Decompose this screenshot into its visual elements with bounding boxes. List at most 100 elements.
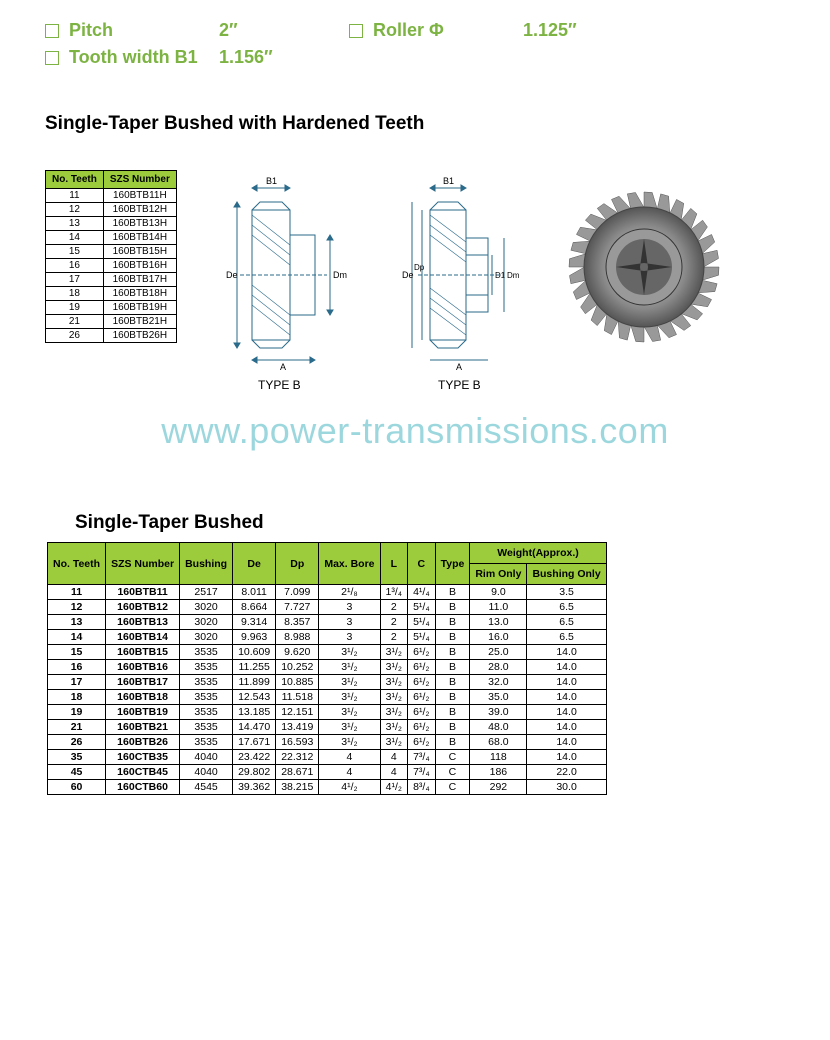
table-cell: 6¹/₂ bbox=[408, 720, 436, 735]
table-cell: 160BTB21H bbox=[103, 315, 176, 329]
table-cell: 3535 bbox=[180, 720, 233, 735]
table-cell: 160BTB18 bbox=[106, 690, 180, 705]
table-cell: 4040 bbox=[180, 750, 233, 765]
th-c: C bbox=[408, 543, 436, 585]
diagram-row: No. Teeth SZS Number 11160BTB11H12160BTB… bbox=[45, 170, 785, 392]
checkbox-icon bbox=[45, 51, 59, 65]
table-cell: 4¹/₂ bbox=[380, 780, 408, 795]
table-row: 15160BTB15H bbox=[46, 245, 177, 259]
table-cell: 11.899 bbox=[233, 675, 276, 690]
spec-pitch: Pitch 2″ bbox=[45, 20, 289, 41]
table-row: 19160BTB19353513.18512.1513¹/₂3¹/₂6¹/₂B3… bbox=[48, 705, 607, 720]
table-cell: 32.0 bbox=[470, 675, 527, 690]
table-cell: 2 bbox=[380, 630, 408, 645]
table-cell: 6.5 bbox=[527, 630, 606, 645]
table-cell: B bbox=[435, 675, 470, 690]
table-cell: 6¹/₂ bbox=[408, 660, 436, 675]
table-cell: 3535 bbox=[180, 690, 233, 705]
table-cell: 4040 bbox=[180, 765, 233, 780]
table-cell: 160BTB15H bbox=[103, 245, 176, 259]
th-no-teeth: No. Teeth bbox=[48, 543, 106, 585]
table-cell: B bbox=[435, 705, 470, 720]
table-cell: 186 bbox=[470, 765, 527, 780]
table-cell: 9.0 bbox=[470, 585, 527, 600]
th-no-teeth: No. Teeth bbox=[46, 171, 104, 189]
th-max-bore: Max. Bore bbox=[319, 543, 380, 585]
table-cell: 12.543 bbox=[233, 690, 276, 705]
table-cell: 160BTB13H bbox=[103, 217, 176, 231]
table-row: 14160BTB1430209.9638.988325¹/₄B16.06.5 bbox=[48, 630, 607, 645]
table-cell: 26 bbox=[48, 735, 106, 750]
table-cell: C bbox=[435, 750, 470, 765]
section-title-2: Single-Taper Bushed bbox=[75, 512, 785, 534]
table-cell: 8.011 bbox=[233, 585, 276, 600]
table-cell: 160BTB11 bbox=[106, 585, 180, 600]
table-row: 17160BTB17353511.89910.8853¹/₂3¹/₂6¹/₂B3… bbox=[48, 675, 607, 690]
table-cell: 6¹/₂ bbox=[408, 735, 436, 750]
table-cell: B bbox=[435, 645, 470, 660]
table-cell: 16 bbox=[46, 259, 104, 273]
table-row: 15160BTB15353510.6099.6203¹/₂3¹/₂6¹/₂B25… bbox=[48, 645, 607, 660]
table-cell: 22.312 bbox=[276, 750, 319, 765]
table-row: 11160BTB1125178.0117.0992¹/₈1³/₄4¹/₄B9.0… bbox=[48, 585, 607, 600]
table-cell: 3¹/₂ bbox=[319, 675, 380, 690]
table-cell: 160BTB12H bbox=[103, 203, 176, 217]
table-cell: 8³/₄ bbox=[408, 780, 436, 795]
table-cell: 4545 bbox=[180, 780, 233, 795]
table-cell: 45 bbox=[48, 765, 106, 780]
table-cell: 14 bbox=[48, 630, 106, 645]
table-cell: 160BTB14 bbox=[106, 630, 180, 645]
table-cell: 30.0 bbox=[527, 780, 606, 795]
table-cell: 14.0 bbox=[527, 660, 606, 675]
table-cell: 39.362 bbox=[233, 780, 276, 795]
table-cell: 14.0 bbox=[527, 675, 606, 690]
table-cell: 160BTB11H bbox=[103, 189, 176, 203]
table-cell: 11 bbox=[48, 585, 106, 600]
table-cell: 9.963 bbox=[233, 630, 276, 645]
table-cell: 160BTB21 bbox=[106, 720, 180, 735]
table-cell: B bbox=[435, 690, 470, 705]
table-cell: 28.0 bbox=[470, 660, 527, 675]
table-cell: 4 bbox=[319, 765, 380, 780]
table-cell: 3¹/₂ bbox=[380, 660, 408, 675]
table-cell: 11 bbox=[46, 189, 104, 203]
table-cell: 8.664 bbox=[233, 600, 276, 615]
sprocket-photo-icon bbox=[562, 185, 727, 350]
table-cell: 21 bbox=[48, 720, 106, 735]
table-cell: 3535 bbox=[180, 675, 233, 690]
spec-value: 2″ bbox=[219, 20, 289, 41]
table-cell: 8.988 bbox=[276, 630, 319, 645]
table-row: 21160BTB21353514.47013.4193¹/₂3¹/₂6¹/₂B4… bbox=[48, 720, 607, 735]
table-cell: 10.609 bbox=[233, 645, 276, 660]
table-cell: 3020 bbox=[180, 615, 233, 630]
table-cell: 17 bbox=[46, 273, 104, 287]
table-cell: 160BTB17 bbox=[106, 675, 180, 690]
table-cell: 13 bbox=[48, 615, 106, 630]
table-cell: 25.0 bbox=[470, 645, 527, 660]
table-cell: 7.099 bbox=[276, 585, 319, 600]
type-label: TYPE B bbox=[258, 378, 301, 392]
table-cell: 9.620 bbox=[276, 645, 319, 660]
table-cell: 14.0 bbox=[527, 705, 606, 720]
table-cell: 68.0 bbox=[470, 735, 527, 750]
table-cell: 2 bbox=[380, 615, 408, 630]
table-row: 11160BTB11H bbox=[46, 189, 177, 203]
table-cell: 13.185 bbox=[233, 705, 276, 720]
table-cell: 14.0 bbox=[527, 735, 606, 750]
table-cell: 14.470 bbox=[233, 720, 276, 735]
checkbox-icon bbox=[349, 24, 363, 38]
table-cell: 160BTB17H bbox=[103, 273, 176, 287]
table-cell: 6¹/₂ bbox=[408, 675, 436, 690]
table-cell: 3¹/₂ bbox=[319, 735, 380, 750]
table-cell: 17 bbox=[48, 675, 106, 690]
table-cell: 2¹/₈ bbox=[319, 585, 380, 600]
table-cell: 22.0 bbox=[527, 765, 606, 780]
table-cell: 3020 bbox=[180, 630, 233, 645]
table-cell: B bbox=[435, 585, 470, 600]
table-cell: B bbox=[435, 735, 470, 750]
svg-text:A: A bbox=[456, 362, 462, 370]
table-row: 13160BTB13H bbox=[46, 217, 177, 231]
spec-label: Pitch bbox=[69, 20, 209, 41]
table-cell: 118 bbox=[470, 750, 527, 765]
table-cell: 3¹/₂ bbox=[319, 720, 380, 735]
